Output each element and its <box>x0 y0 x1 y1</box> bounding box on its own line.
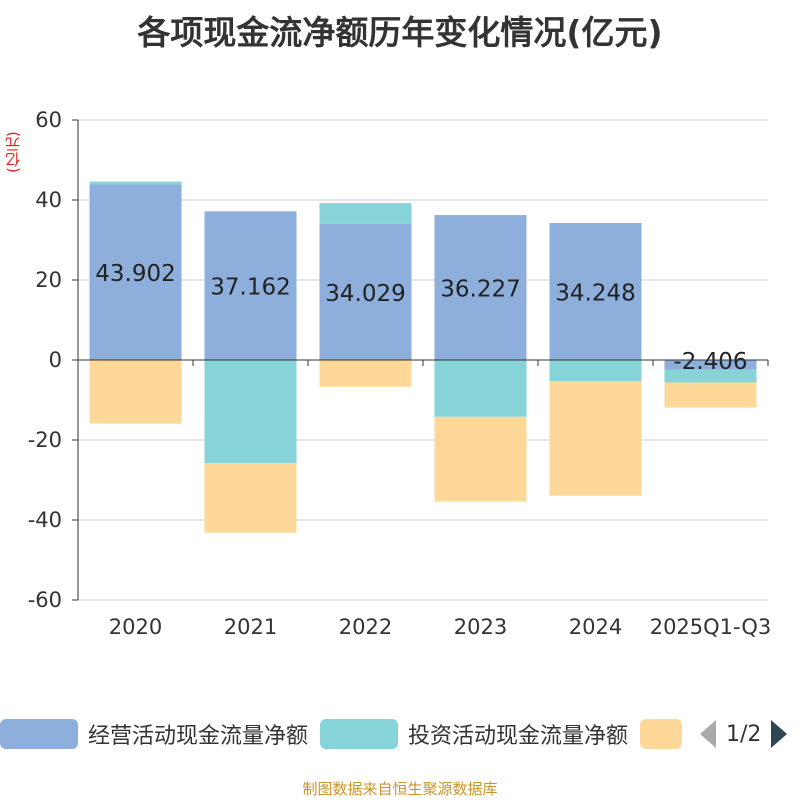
data-label: 34.248 <box>555 281 635 307</box>
x-tick-label: 2024 <box>569 615 622 639</box>
pager-next-icon[interactable] <box>771 720 788 748</box>
bar-2-2021 <box>204 360 297 464</box>
bar-3-2023 <box>434 416 527 502</box>
x-tick-label: 2025Q1-Q3 <box>650 615 772 639</box>
bar-1-2022 <box>319 223 412 360</box>
legend-swatch-investing <box>320 719 398 749</box>
legend: 经营活动现金流量净额 投资活动现金流量净额 1/2 <box>0 712 800 756</box>
x-tick-label: 2022 <box>339 615 392 639</box>
y-tick-label: 0 <box>49 348 62 372</box>
bar-2-2022 <box>319 203 412 224</box>
bar-1-2024 <box>549 223 642 360</box>
bar-2-2025Q1-Q3 <box>664 369 757 383</box>
bar-2-2024 <box>549 360 642 382</box>
legend-item-financing[interactable] <box>640 712 692 756</box>
y-tick-label: 40 <box>35 188 62 212</box>
legend-pager: 1/2 <box>700 712 788 756</box>
bar-2-2020 <box>89 181 182 185</box>
bar-3-2021 <box>204 463 297 533</box>
bar-1-2023 <box>434 215 527 360</box>
data-label: 43.902 <box>95 261 175 287</box>
legend-item-operating[interactable]: 经营活动现金流量净额 <box>0 712 308 756</box>
bar-3-2025Q1-Q3 <box>664 382 757 408</box>
legend-label-investing: 投资活动现金流量净额 <box>408 724 629 749</box>
data-label: 34.029 <box>325 281 405 307</box>
y-tick-label: -20 <box>28 428 62 452</box>
x-tick-label: 2020 <box>109 615 162 639</box>
data-label: 37.162 <box>210 275 290 301</box>
legend-item-investing[interactable]: 投资活动现金流量净额 <box>320 712 628 756</box>
x-tick-label: 2023 <box>454 615 507 639</box>
bar-1-2021 <box>204 211 297 360</box>
y-tick-label: -40 <box>28 508 62 532</box>
x-tick-label: 2021 <box>224 615 277 639</box>
y-tick-label: 60 <box>35 108 62 132</box>
pager-prev-icon[interactable] <box>700 720 716 748</box>
pager-text: 1/2 <box>726 721 762 747</box>
source-footer: 制图数据来自恒生聚源数据库 <box>302 780 498 798</box>
legend-swatch-operating <box>0 719 78 749</box>
legend-swatch-financing <box>640 719 682 749</box>
bar-2-2023 <box>434 360 527 417</box>
y-tick-label: -60 <box>28 588 62 612</box>
bar-1-2020 <box>89 184 182 360</box>
chart-title: 各项现金流净额历年变化情况(亿元) <box>137 13 663 52</box>
chart-area: 60 40 20 0 -20 -40 -60 43.902 2020 37.162 2021 34.0… <box>28 108 772 639</box>
data-label: 36.227 <box>440 277 520 303</box>
y-tick-label: 20 <box>35 268 62 292</box>
bar-3-2024 <box>549 381 642 496</box>
data-label: -2.406 <box>673 349 747 375</box>
legend-label-operating: 经营活动现金流量净额 <box>88 724 309 749</box>
bar-1-2025Q1-Q3 <box>664 360 757 370</box>
bar-3-2020 <box>89 360 182 424</box>
bar-3-2022 <box>319 360 412 387</box>
